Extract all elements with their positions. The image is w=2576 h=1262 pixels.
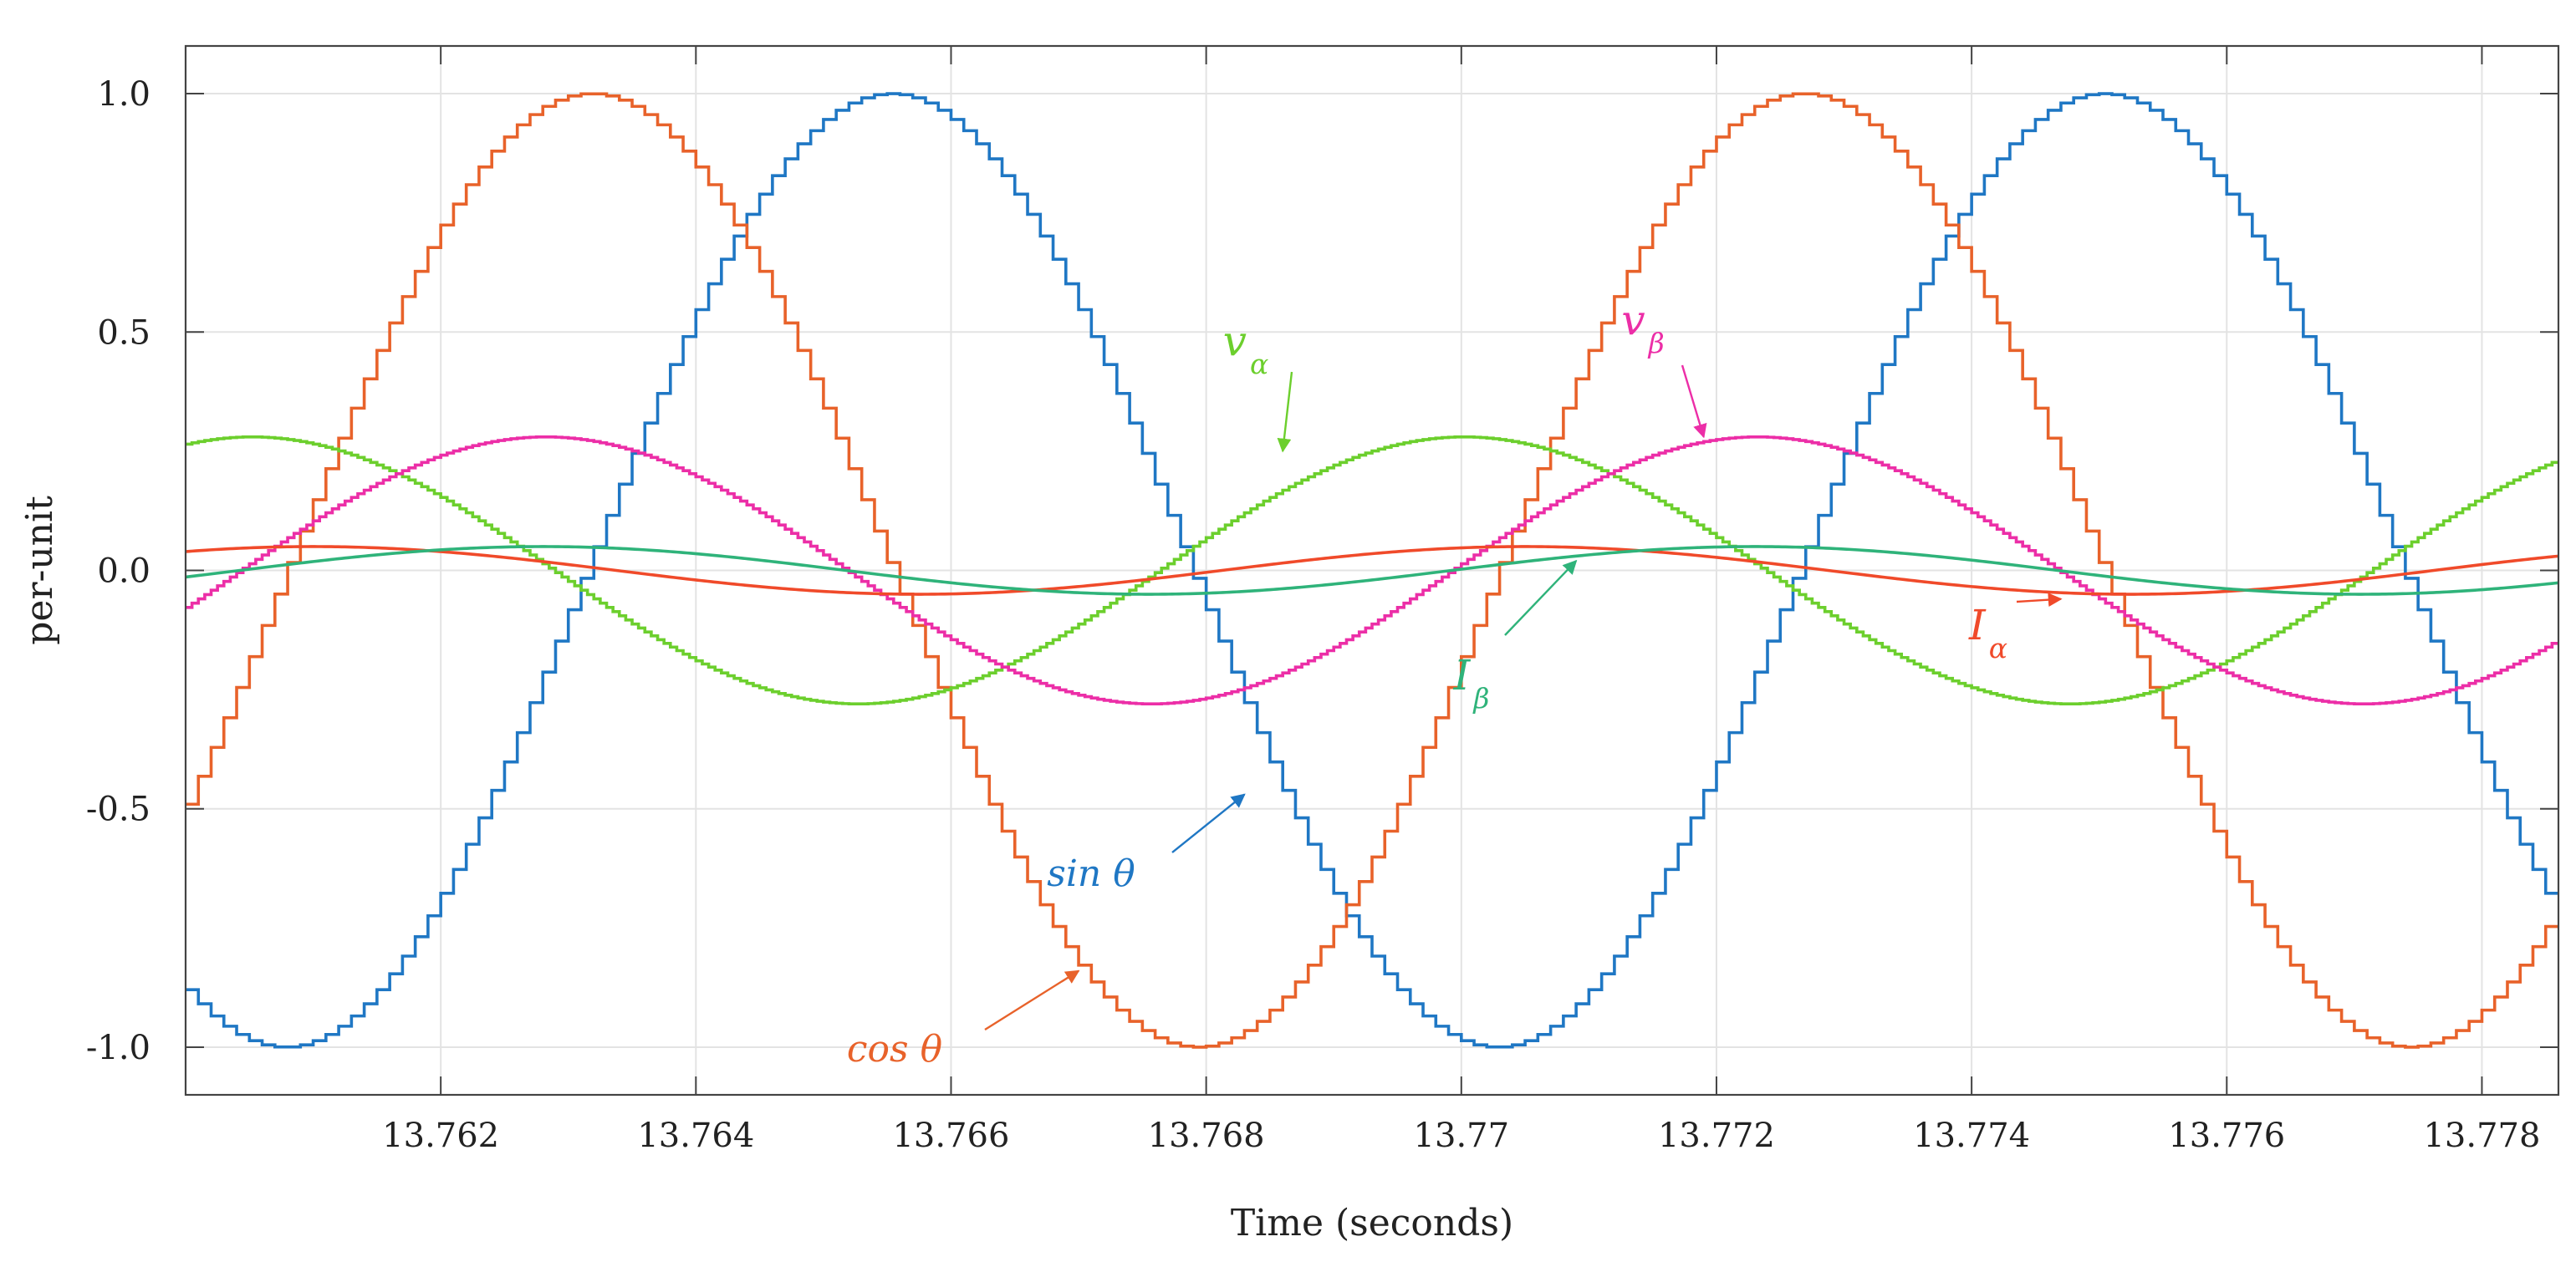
ticks: 13.762 13.764 13.766 13.768 13.77 13.772 13.77…: [86, 46, 2558, 1155]
x-tick-label: 13.776: [2168, 1117, 2285, 1155]
annotation-arrow: [1504, 559, 1578, 636]
series-line-vα: [186, 435, 2558, 706]
annotation-arrow: [2016, 593, 2063, 608]
annotation-label: sin θ: [1047, 852, 1135, 895]
grid: [186, 46, 2558, 1095]
annotation-subscript: α: [1989, 632, 2007, 664]
annotation-label: cos θ: [847, 1028, 942, 1071]
y-axis-title: per-unit: [18, 496, 61, 645]
annotation-arrow: [1681, 364, 1707, 439]
annotation-text: sin θ: [1047, 852, 1135, 895]
x-tick-label: 13.774: [1913, 1117, 2030, 1155]
x-tick-label: 13.77: [1414, 1117, 1510, 1155]
annotation-subscript: α: [1250, 348, 1268, 380]
y-tick-label: -0.5: [86, 791, 150, 829]
annotation-text: I: [1453, 651, 1472, 700]
annotation-cos-θ: cos θ: [847, 969, 1080, 1071]
series-layer: [185, 92, 2559, 1049]
x-tick-label: 13.772: [1658, 1117, 1775, 1155]
annotation-arrow: [984, 969, 1080, 1031]
x-tick-label: 13.768: [1148, 1117, 1265, 1155]
annotation-text: v: [1621, 296, 1645, 344]
annotation-subscript: β: [1647, 327, 1665, 359]
annotation-subscript: β: [1472, 682, 1489, 715]
annotation-text: v: [1223, 317, 1247, 365]
x-tick-label: 13.762: [382, 1117, 499, 1155]
x-axis-title: Time (seconds): [1231, 1202, 1513, 1244]
annotation-arrow: [1171, 793, 1246, 853]
series-line-sin-θ: [186, 92, 2558, 1049]
annotation-text: cos θ: [847, 1028, 942, 1071]
annotation-sin-θ: sin θ: [1047, 793, 1246, 895]
y-tick-label: 0.0: [97, 552, 150, 591]
series-line-Iα: [185, 545, 2559, 596]
series-line-vβ: [186, 435, 2558, 706]
series-line-Iβ: [185, 545, 2559, 596]
x-tick-label: 13.778: [2423, 1117, 2540, 1155]
annotation-arrow: [1277, 371, 1293, 453]
series-line-cos-θ: [186, 92, 2558, 1049]
x-tick-label: 13.764: [637, 1117, 754, 1155]
x-tick-label: 13.766: [892, 1117, 1009, 1155]
y-tick-label: -1.0: [86, 1029, 150, 1067]
annotation-text: I: [1968, 601, 1987, 649]
y-tick-label: 0.5: [97, 313, 150, 352]
y-tick-label: 1.0: [97, 75, 150, 114]
